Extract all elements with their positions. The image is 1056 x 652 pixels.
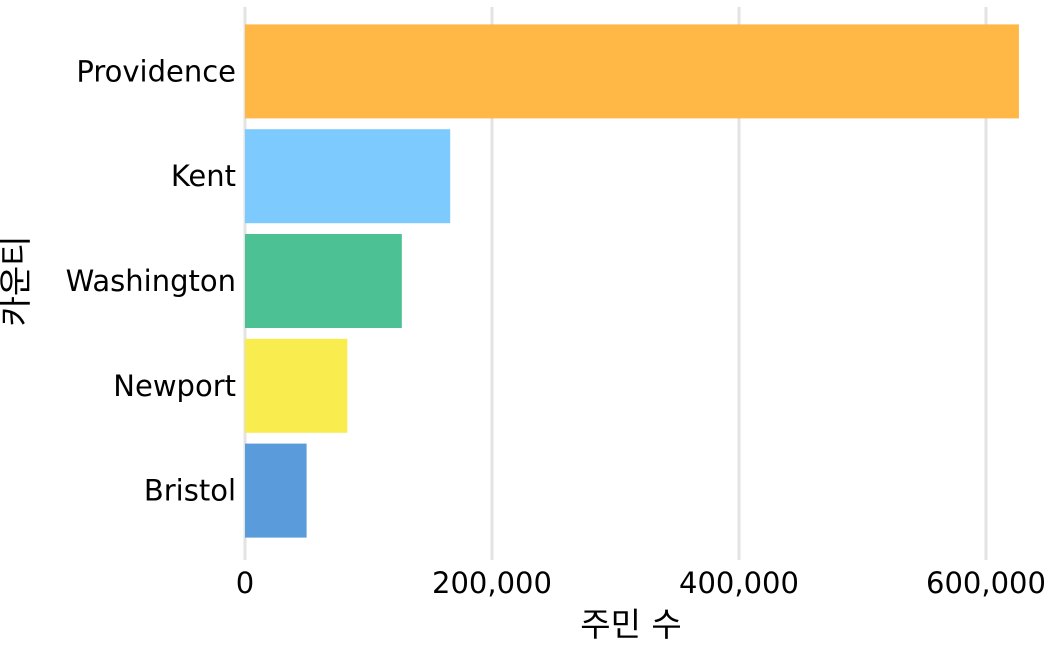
category-label: Bristol xyxy=(144,474,236,508)
x-tick-label: 0 xyxy=(236,566,254,600)
bar-kent xyxy=(245,129,451,224)
bars xyxy=(245,24,1019,538)
category-label: Washington xyxy=(66,264,236,298)
category-label: Providence xyxy=(76,54,236,88)
x-tick-label: 400,000 xyxy=(679,566,799,600)
bar-bristol xyxy=(245,443,307,538)
category-label: Newport xyxy=(113,369,236,403)
bar-providence xyxy=(245,24,1019,119)
category-labels: Providence Kent Washington Newport Bristol xyxy=(66,54,236,507)
bar-washington xyxy=(245,234,402,328)
x-tick-label: 200,000 xyxy=(432,566,552,600)
x-tick-label: 600,000 xyxy=(926,566,1046,600)
y-axis-title: 카운티 xyxy=(0,235,35,326)
bar-newport xyxy=(245,338,348,433)
x-tick-labels: 0 200,000 400,000 600,000 xyxy=(236,566,1046,600)
x-axis-title: 주민 수 xyxy=(580,605,682,644)
category-label: Kent xyxy=(171,159,236,193)
